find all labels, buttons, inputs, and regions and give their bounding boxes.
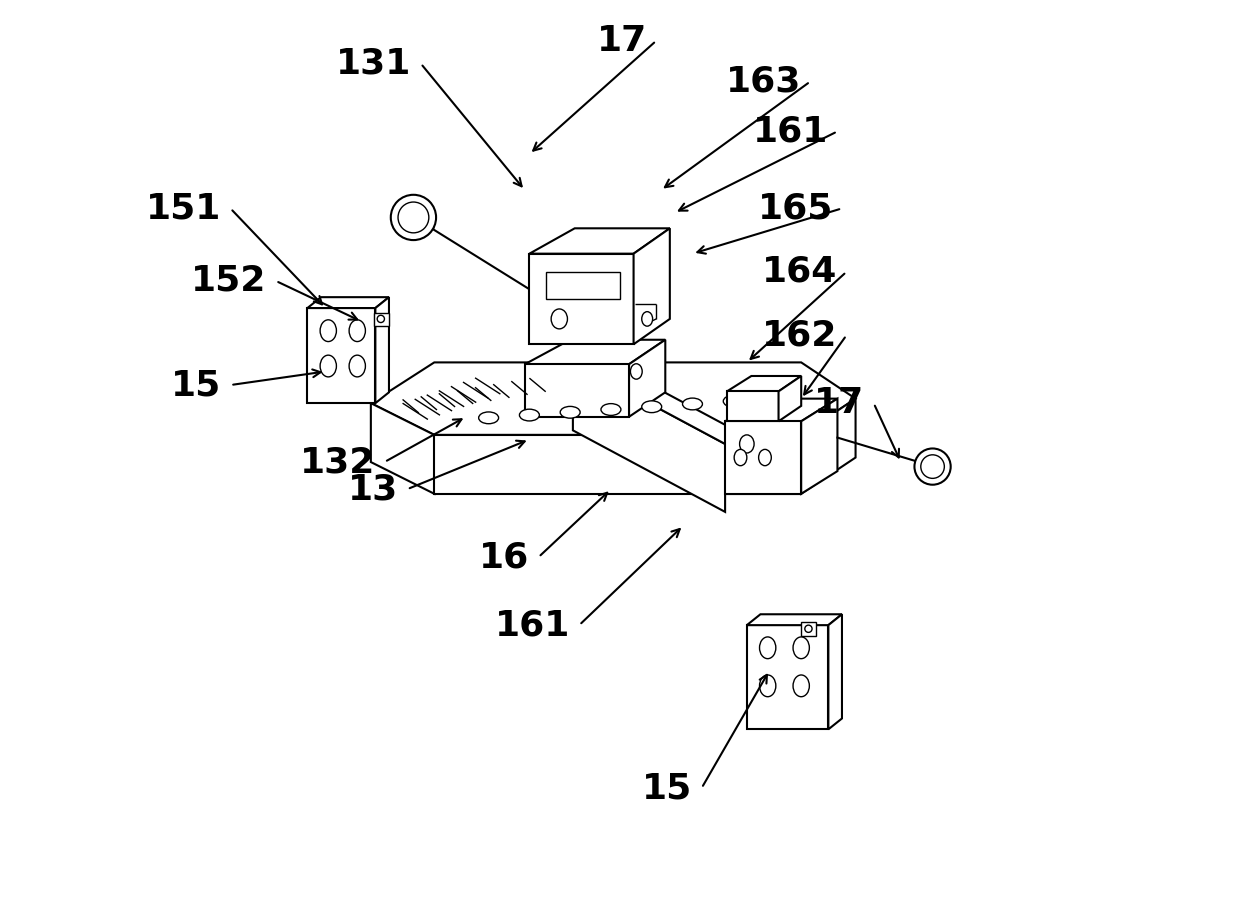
Polygon shape	[801, 622, 816, 636]
Polygon shape	[801, 399, 837, 494]
Ellipse shape	[350, 355, 366, 377]
Ellipse shape	[759, 449, 771, 466]
Polygon shape	[525, 364, 629, 417]
Ellipse shape	[760, 675, 776, 697]
Ellipse shape	[601, 403, 621, 415]
Polygon shape	[525, 340, 666, 364]
Ellipse shape	[551, 309, 568, 329]
Polygon shape	[727, 376, 801, 391]
Text: 132: 132	[300, 445, 376, 479]
Polygon shape	[308, 308, 376, 403]
Ellipse shape	[350, 320, 366, 342]
Ellipse shape	[805, 625, 812, 632]
Text: 163: 163	[725, 64, 801, 99]
Polygon shape	[376, 297, 389, 403]
Text: 15: 15	[171, 368, 222, 402]
Polygon shape	[746, 625, 828, 729]
Ellipse shape	[377, 315, 384, 323]
Polygon shape	[634, 228, 670, 344]
Polygon shape	[746, 614, 842, 625]
Text: 165: 165	[758, 191, 833, 226]
Text: 131: 131	[336, 46, 412, 81]
Ellipse shape	[320, 320, 336, 342]
Circle shape	[914, 448, 951, 485]
Ellipse shape	[739, 435, 754, 453]
Polygon shape	[371, 403, 434, 494]
Polygon shape	[779, 376, 801, 421]
Circle shape	[391, 195, 436, 240]
Text: 162: 162	[763, 318, 837, 352]
Text: 13: 13	[347, 472, 398, 506]
Polygon shape	[629, 340, 666, 417]
Ellipse shape	[642, 312, 652, 326]
Ellipse shape	[794, 637, 810, 659]
Ellipse shape	[734, 449, 746, 466]
Ellipse shape	[794, 675, 810, 697]
Text: 161: 161	[753, 114, 828, 149]
Polygon shape	[573, 362, 725, 512]
Polygon shape	[371, 362, 856, 435]
Ellipse shape	[723, 395, 743, 407]
Text: 17: 17	[596, 24, 647, 58]
Polygon shape	[373, 313, 389, 326]
Polygon shape	[725, 421, 801, 494]
Ellipse shape	[479, 412, 498, 424]
Text: 15: 15	[642, 771, 692, 805]
Ellipse shape	[560, 407, 580, 419]
Ellipse shape	[760, 637, 776, 659]
Text: 161: 161	[495, 608, 570, 642]
Polygon shape	[434, 435, 801, 494]
Polygon shape	[801, 399, 856, 494]
Ellipse shape	[320, 355, 336, 377]
Text: 164: 164	[763, 255, 837, 289]
Polygon shape	[529, 228, 670, 254]
Polygon shape	[546, 272, 620, 299]
Polygon shape	[727, 391, 779, 421]
Text: 152: 152	[191, 264, 267, 298]
Circle shape	[921, 455, 945, 478]
Polygon shape	[573, 352, 740, 444]
Ellipse shape	[520, 410, 539, 421]
Polygon shape	[529, 254, 634, 344]
Polygon shape	[828, 614, 842, 729]
Ellipse shape	[642, 400, 662, 412]
Polygon shape	[725, 399, 837, 421]
Ellipse shape	[682, 398, 702, 410]
Text: 17: 17	[815, 386, 864, 420]
Text: 16: 16	[479, 540, 529, 574]
Circle shape	[398, 202, 429, 233]
Ellipse shape	[630, 363, 642, 380]
Polygon shape	[308, 297, 389, 308]
Text: 151: 151	[146, 191, 222, 226]
Ellipse shape	[760, 393, 780, 405]
